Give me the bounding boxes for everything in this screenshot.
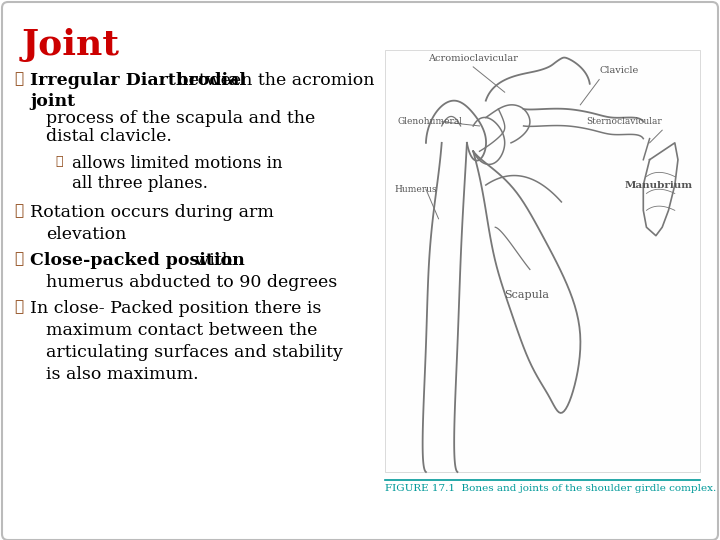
Text: allows limited motions in: allows limited motions in: [72, 155, 282, 172]
Text: Close-packed position: Close-packed position: [30, 252, 245, 269]
Text: Acromioclavicular: Acromioclavicular: [428, 53, 518, 63]
Text: ❧: ❧: [14, 72, 23, 86]
Text: articulating surfaces and stability: articulating surfaces and stability: [46, 344, 343, 361]
Text: elevation: elevation: [46, 226, 127, 243]
Text: maximum contact between the: maximum contact between the: [46, 322, 318, 339]
Text: In close- Packed position there is: In close- Packed position there is: [30, 300, 321, 317]
FancyBboxPatch shape: [385, 50, 700, 472]
Text: Glenohumeral: Glenohumeral: [397, 117, 463, 126]
Text: Joint: Joint: [22, 28, 120, 62]
Text: ❧: ❧: [14, 252, 23, 266]
Text: Rotation occurs during arm: Rotation occurs during arm: [30, 204, 274, 221]
Text: with: with: [189, 252, 233, 269]
Text: is also maximum.: is also maximum.: [46, 366, 199, 383]
Text: all three planes.: all three planes.: [72, 175, 208, 192]
Text: process of the scapula and the: process of the scapula and the: [46, 110, 315, 127]
Text: between the acromion: between the acromion: [172, 72, 374, 89]
Text: Clavicle: Clavicle: [599, 66, 639, 75]
Text: humerus abducted to 90 degrees: humerus abducted to 90 degrees: [46, 274, 337, 291]
Text: Scapula: Scapula: [504, 290, 549, 300]
Text: ❧: ❧: [55, 155, 63, 168]
Text: ❧: ❧: [14, 204, 23, 218]
Text: distal clavicle.: distal clavicle.: [46, 128, 172, 145]
Text: Manubrium: Manubrium: [625, 180, 693, 190]
Text: FIGURE 17.1  Bones and joints of the shoulder girdle complex.: FIGURE 17.1 Bones and joints of the shou…: [385, 484, 716, 493]
Text: Humerus: Humerus: [395, 185, 437, 194]
Text: Irregular Diarthrodial
joint: Irregular Diarthrodial joint: [30, 72, 246, 110]
Text: ❧: ❧: [14, 300, 23, 314]
Text: Sternoclavicular: Sternoclavicular: [587, 117, 662, 126]
